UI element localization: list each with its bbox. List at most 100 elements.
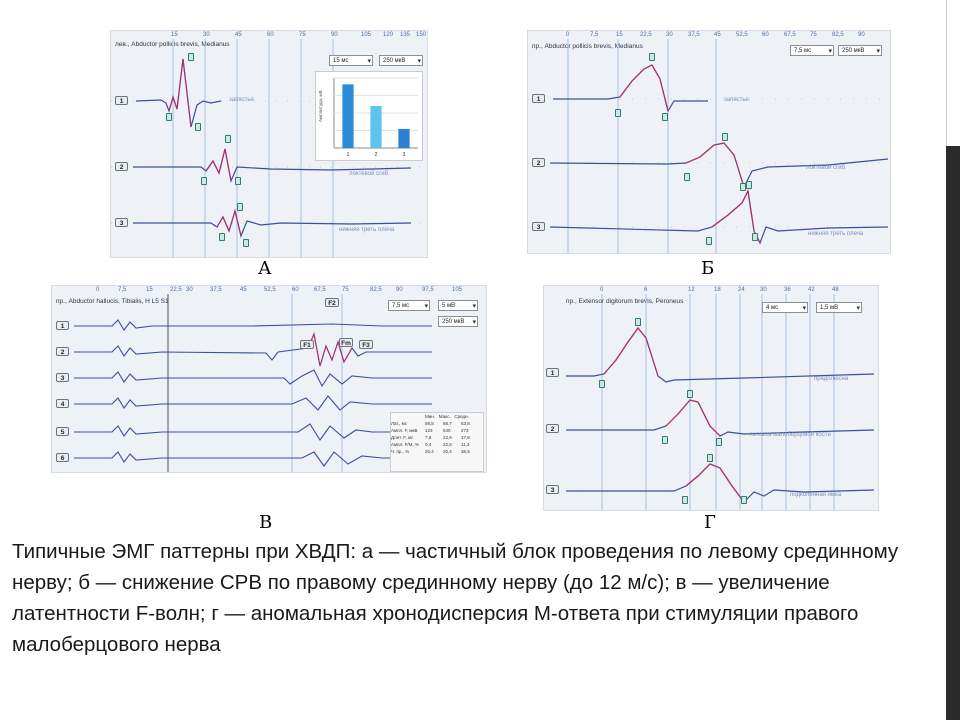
trace-number-badge[interactable]: 2 [546, 424, 559, 433]
latency-marker[interactable] [740, 183, 746, 191]
trace-number-badge[interactable]: 6 [56, 453, 69, 462]
latency-marker[interactable] [219, 233, 225, 241]
tick-label: 15 [616, 32, 623, 38]
trace-label: запястье [229, 97, 254, 103]
tick-label: 75 [342, 287, 349, 293]
trace-number-badge[interactable]: 2 [115, 162, 128, 171]
trace-number-badge[interactable]: 2 [56, 347, 69, 356]
latency-marker[interactable] [706, 237, 712, 245]
table-cell: 7,8 [425, 435, 432, 440]
table-cell: Ампл. F, мкВ [391, 428, 418, 433]
tick-label: 60 [267, 32, 274, 38]
latency-marker[interactable] [599, 380, 605, 388]
sweep-select[interactable]: 15 мс [329, 55, 373, 67]
tick-label: 30 [203, 32, 210, 38]
panel-d-letter: Г [704, 512, 716, 533]
tick-label: 52,5 [264, 287, 276, 293]
trace-number-badge[interactable]: 5 [56, 427, 69, 436]
trace-label: подколенная ямка [790, 492, 842, 498]
tick-label: 48 [832, 287, 839, 293]
latency-marker[interactable] [201, 177, 207, 185]
f-wave-marker[interactable]: F1 [300, 340, 314, 349]
f-wave-marker[interactable]: F3 [359, 340, 373, 349]
panel-a-letter: А [258, 258, 272, 279]
sweep-select[interactable]: 7,5 мс [388, 300, 430, 312]
trace-number-badge[interactable]: 1 [546, 368, 559, 377]
latency-marker[interactable] [188, 53, 194, 61]
latency-marker[interactable] [741, 496, 747, 504]
trace-1 [74, 319, 432, 331]
tick-label: 18 [714, 287, 721, 293]
tick-label: 15 [171, 32, 178, 38]
trace-label: локтевой сгиб [349, 171, 389, 177]
gain-select[interactable]: 250 мкВ [379, 55, 423, 67]
latency-marker[interactable] [722, 133, 728, 141]
gain-select[interactable]: 250 мкВ [838, 45, 882, 57]
trace-number-badge[interactable]: 3 [546, 485, 559, 494]
gain-select[interactable]: 5 мВ [438, 300, 478, 312]
trace-5 [74, 423, 432, 441]
f-wave-marker[interactable]: Fm [339, 338, 353, 347]
latency-marker[interactable] [237, 203, 243, 211]
trace-number-badge[interactable]: 3 [115, 218, 128, 227]
bar-chart-bar [398, 128, 410, 148]
latency-marker[interactable] [166, 113, 172, 121]
trace-4 [74, 395, 432, 411]
sweep-select[interactable]: 4 мс [762, 302, 808, 314]
trace-label: запястье [724, 97, 749, 103]
tick-label: 30 [666, 32, 673, 38]
slide-caption: Типичные ЭМГ паттерны при ХВДП: а — част… [12, 540, 899, 656]
latency-marker[interactable] [716, 438, 722, 446]
latency-marker[interactable] [662, 436, 668, 444]
tick-label: 22,5 [170, 287, 182, 293]
f-wave-marker[interactable]: F2 [325, 298, 339, 307]
table-cell: 123 [425, 428, 433, 433]
table-cell: 17,8 [461, 435, 470, 440]
latency-marker[interactable] [687, 390, 693, 398]
trace-number-badge[interactable]: 1 [532, 94, 545, 103]
tick-label: 135 [400, 32, 411, 38]
tick-label: 105 [452, 287, 463, 293]
trace-label: нижняя треть плеча [808, 231, 864, 237]
trace-number-badge[interactable]: 1 [56, 321, 69, 330]
tick-label: 82,5 [370, 287, 382, 293]
table-header-cell: Мин. [425, 414, 435, 419]
emg-panel-d: пр., Extensor digitorum brevis, Peroneus… [543, 285, 879, 511]
latency-marker[interactable] [649, 53, 655, 61]
panel-b-letter: Б [701, 258, 715, 279]
trace-2 [74, 332, 432, 367]
latency-marker[interactable] [752, 233, 758, 241]
trace-label: локтевой сгиб [806, 165, 846, 171]
latency-marker[interactable] [235, 177, 241, 185]
tick-label: 52,5 [736, 32, 748, 38]
tick-label: 90 [858, 32, 865, 38]
tick-label: 75 [810, 32, 817, 38]
trace-number-badge[interactable]: 3 [532, 222, 545, 231]
gain-select[interactable]: 1,5 мВ [816, 302, 862, 314]
latency-marker[interactable] [682, 496, 688, 504]
trace-number-badge[interactable]: 3 [56, 373, 69, 382]
tick-label: 0 [566, 32, 570, 38]
trace-number-badge[interactable]: 1 [115, 96, 128, 105]
table-cell: 36,5 [461, 449, 470, 454]
sweep-select[interactable]: 7,5 мс [790, 45, 834, 57]
latency-marker[interactable] [195, 123, 201, 131]
panel-a-title: лев., Abductor pollicis brevis, Medianus [115, 41, 230, 48]
latency-marker[interactable] [225, 135, 231, 143]
panel-c-title: пр., Abductor hallucis, Tibialis, H L5 S… [56, 298, 169, 305]
trace-number-badge[interactable]: 4 [56, 399, 69, 408]
trace-1 [553, 64, 708, 113]
bar-chart-bar [342, 84, 354, 148]
latency-marker[interactable] [707, 454, 713, 462]
latency-marker[interactable] [635, 318, 641, 326]
trace-number-badge[interactable]: 2 [532, 158, 545, 167]
latency-marker[interactable] [684, 173, 690, 181]
emg-panel-c: пр., Abductor hallucis, Tibialis, H L5 S… [51, 285, 487, 473]
latency-marker[interactable] [746, 181, 752, 189]
gain-select-secondary[interactable]: 250 мкВ [438, 316, 478, 328]
latency-marker[interactable] [615, 109, 621, 117]
latency-marker[interactable] [243, 239, 249, 247]
latency-marker[interactable] [662, 113, 668, 121]
panel-c-letter: В [259, 512, 273, 533]
table-row: Ампл. F/M, % 0,4 22,5 11,3 [391, 441, 483, 448]
